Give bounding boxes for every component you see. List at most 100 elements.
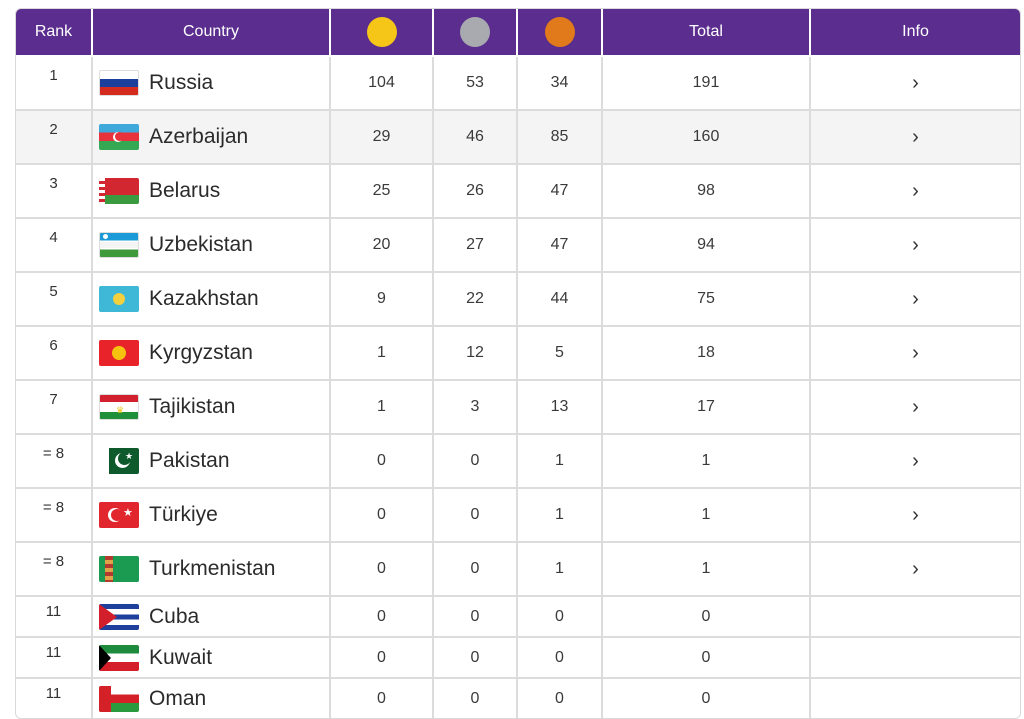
rank-cell: 2	[16, 109, 93, 165]
table-row[interactable]: 3 Belarus 25 26 47 98 ›	[16, 163, 1020, 219]
total-count: 17	[601, 379, 811, 435]
country-cell: Uzbekistan	[91, 217, 331, 273]
total-count: 94	[601, 217, 811, 273]
pakistan-flag-icon: ★	[93, 448, 149, 474]
table-row[interactable]: 4 Uzbekistan 20 27 47 94 ›	[16, 217, 1020, 273]
country-cell: Kazakhstan	[91, 271, 331, 327]
country-cell: Belarus	[91, 163, 331, 219]
total-count: 0	[601, 677, 811, 718]
country-name: Kuwait	[149, 645, 213, 669]
chevron-right-icon[interactable]: ›	[912, 71, 919, 94]
info-cell[interactable]: ›	[809, 487, 1020, 543]
total-count: 0	[601, 636, 811, 679]
bronze-header[interactable]	[516, 9, 603, 57]
info-cell[interactable]: ›	[809, 325, 1020, 381]
cuba-flag-icon	[93, 603, 149, 630]
gold-count: 9	[329, 271, 434, 327]
gold-count: 0	[329, 677, 434, 718]
rank-cell: 1	[16, 55, 93, 111]
info-cell[interactable]: ›	[809, 217, 1020, 273]
info-cell[interactable]: ›	[809, 55, 1020, 111]
silver-count: 0	[432, 677, 518, 718]
total-count: 18	[601, 325, 811, 381]
country-name: Uzbekistan	[149, 233, 253, 256]
table-row[interactable]: 7 ♛ Tajikistan 1 3 13 17 ›	[16, 379, 1020, 435]
total-count: 160	[601, 109, 811, 165]
rank-cell: 4	[16, 217, 93, 273]
country-cell: Russia	[91, 55, 331, 111]
gold-count: 0	[329, 433, 434, 489]
total-count: 98	[601, 163, 811, 219]
table-row: 11 Cuba 0 0 0 0	[16, 595, 1020, 638]
kyrgyzstan-flag-icon	[93, 340, 149, 366]
chevron-right-icon[interactable]: ›	[912, 341, 919, 364]
rank-header[interactable]: Rank	[16, 9, 93, 57]
medal-table: Rank Country Total Info 1 Russia 104 53 34 19…	[16, 9, 1020, 718]
chevron-right-icon[interactable]: ›	[912, 557, 919, 580]
tajikistan-flag-icon: ♛	[93, 394, 149, 420]
table-row: 11 Oman 0 0 0 0	[16, 677, 1020, 718]
gold-count: 0	[329, 595, 434, 638]
rank-cell: 11	[16, 677, 93, 718]
table-row: 11 Kuwait 0 0 0 0	[16, 636, 1020, 679]
table-row[interactable]: = 8 ★ Pakistan 0 0 1 1 ›	[16, 433, 1020, 489]
silver-count: 0	[432, 541, 518, 597]
country-name: Kazakhstan	[149, 287, 259, 310]
table-row[interactable]: = 8 Turkmenistan 0 0 1 1 ›	[16, 541, 1020, 597]
table-row[interactable]: 1 Russia 104 53 34 191 ›	[16, 55, 1020, 111]
gold-count: 0	[329, 487, 434, 543]
country-cell: Cuba	[91, 595, 331, 638]
chevron-right-icon[interactable]: ›	[912, 449, 919, 472]
rank-cell: = 8	[16, 541, 93, 597]
rank-cell: 3	[16, 163, 93, 219]
country-name: Tajikistan	[149, 395, 236, 418]
bronze-count: 34	[516, 55, 603, 111]
gold-count: 0	[329, 636, 434, 679]
silver-count: 12	[432, 325, 518, 381]
azerbaijan-flag-icon	[93, 124, 149, 150]
bronze-count: 47	[516, 163, 603, 219]
country-name: Belarus	[149, 179, 221, 202]
chevron-right-icon[interactable]: ›	[912, 395, 919, 418]
silver-count: 53	[432, 55, 518, 111]
country-name: Türkiye	[149, 503, 218, 526]
chevron-right-icon[interactable]: ›	[912, 287, 919, 310]
total-count: 75	[601, 271, 811, 327]
country-cell: ♛ Tajikistan	[91, 379, 331, 435]
info-cell[interactable]: ›	[809, 379, 1020, 435]
table-row[interactable]: 2 Azerbaijan 29 46 85 160 ›	[16, 109, 1020, 165]
chevron-right-icon[interactable]: ›	[912, 125, 919, 148]
chevron-right-icon[interactable]: ›	[912, 179, 919, 202]
info-cell	[809, 595, 1020, 638]
silver-header[interactable]	[432, 9, 518, 57]
table-row[interactable]: 5 Kazakhstan 9 22 44 75 ›	[16, 271, 1020, 327]
table-row[interactable]: = 8 ★ Türkiye 0 0 1 1 ›	[16, 487, 1020, 543]
info-cell[interactable]: ›	[809, 541, 1020, 597]
chevron-right-icon[interactable]: ›	[912, 503, 919, 526]
bronze-count: 0	[516, 636, 603, 679]
info-cell	[809, 677, 1020, 718]
bronze-count: 0	[516, 595, 603, 638]
country-header[interactable]: Country	[91, 9, 331, 57]
total-header[interactable]: Total	[601, 9, 811, 57]
info-cell[interactable]: ›	[809, 109, 1020, 165]
info-cell[interactable]: ›	[809, 163, 1020, 219]
info-cell[interactable]: ›	[809, 271, 1020, 327]
total-count: 1	[601, 487, 811, 543]
silver-count: 3	[432, 379, 518, 435]
medal-table-container: Rank Country Total Info 1 Russia 104 53 34 19…	[15, 8, 1021, 719]
silver-count: 27	[432, 217, 518, 273]
country-name: Oman	[149, 686, 207, 710]
silver-count: 0	[432, 636, 518, 679]
kuwait-flag-icon	[93, 644, 149, 671]
country-name: Pakistan	[149, 449, 230, 472]
kazakhstan-flag-icon	[93, 286, 149, 312]
silver-count: 26	[432, 163, 518, 219]
gold-header[interactable]	[329, 9, 434, 57]
table-row[interactable]: 6 Kyrgyzstan 1 12 5 18 ›	[16, 325, 1020, 381]
chevron-right-icon[interactable]: ›	[912, 233, 919, 256]
rank-cell: 7	[16, 379, 93, 435]
country-cell: Oman	[91, 677, 331, 718]
info-cell[interactable]: ›	[809, 433, 1020, 489]
header-row: Rank Country Total Info	[16, 9, 1020, 57]
